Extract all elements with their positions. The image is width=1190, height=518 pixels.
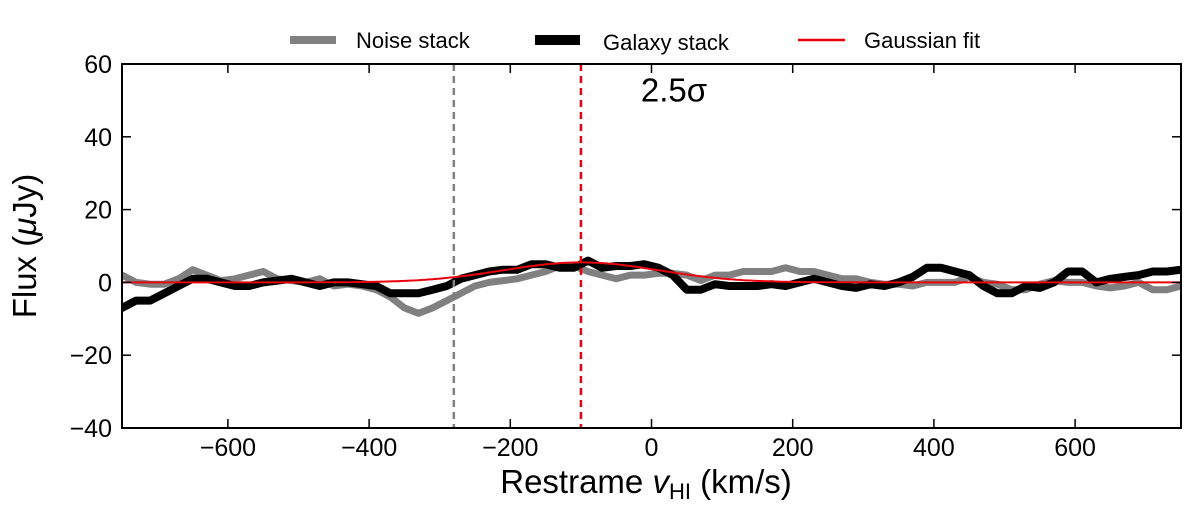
x-axis-label-main: Restrame [500,463,652,500]
x-tick-label: 0 [645,434,659,462]
x-tick-label: −400 [341,434,397,462]
x-tick-label: 200 [772,434,814,462]
y-tick-label: −40 [70,415,112,443]
x-axis-label-var: v [652,463,671,500]
y-tick-label: 60 [84,51,112,79]
y-axis-label-unit: Jy) [6,174,43,218]
x-axis-label-sub: HI [669,479,691,504]
y-axis-label-var: μ [6,218,43,237]
y-tick-label: 20 [84,197,112,225]
sigma-annotation: 2.5σ [641,71,707,108]
y-tick-label: 40 [84,124,112,152]
x-tick-label: 400 [913,434,955,462]
y-axis-label: Flux (μJy) [6,174,43,319]
legend: Noise stack Galaxy stack Gaussian fit [290,28,980,55]
x-axis-label: Restrame vHI (km/s) [500,463,792,504]
y-tick-label: 0 [98,269,112,297]
plot-area [122,64,1181,428]
x-tick-label: 600 [1054,434,1096,462]
axes-frame [121,63,1182,429]
x-axis-label-unit: (km/s) [691,463,792,500]
x-tick-label: −600 [200,434,256,462]
legend-label-gaussian-fit: Gaussian fit [864,28,980,53]
series-line-gaussian-fit [122,261,1181,284]
series-line-galaxy-stack [122,256,1181,312]
y-tick-label: −20 [70,342,112,370]
x-tick-label: −200 [482,434,538,462]
legend-label-galaxy-stack: Galaxy stack [603,30,730,55]
legend-label-noise-stack: Noise stack [356,28,471,53]
y-axis-label-main: Flux ( [6,236,43,319]
